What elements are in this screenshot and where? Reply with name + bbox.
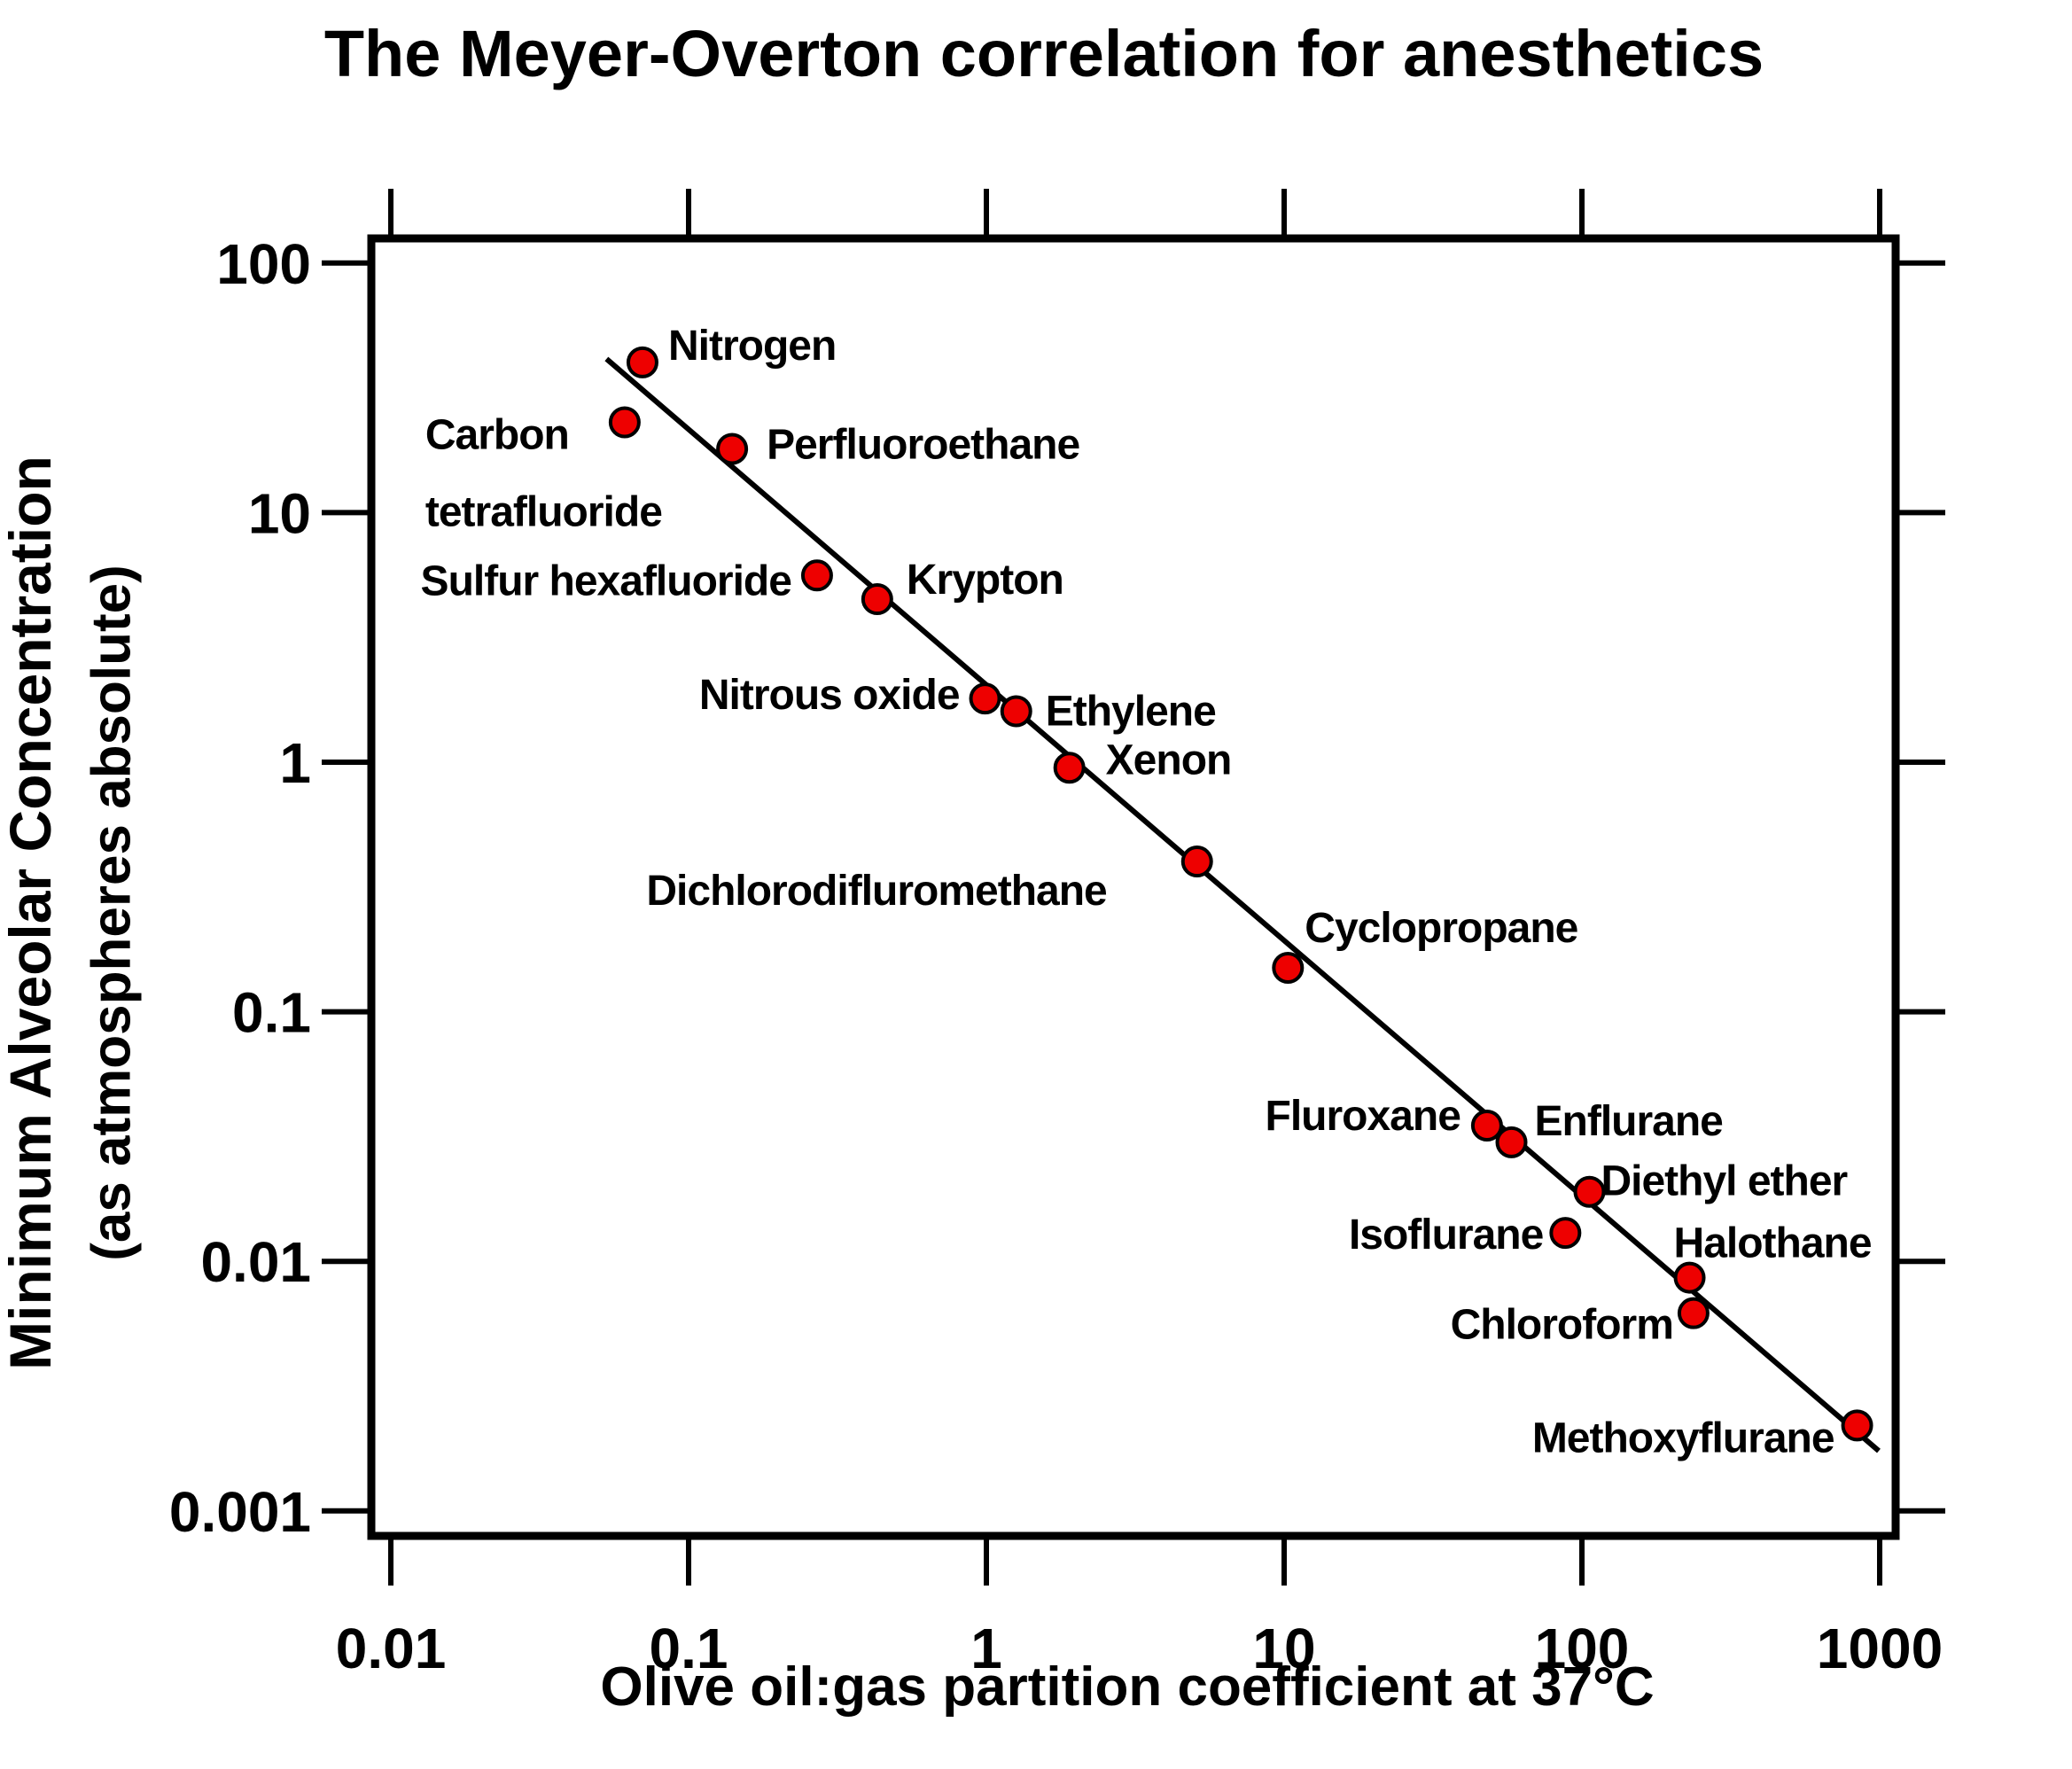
data-point-label: Nitrogen [668,323,836,370]
x-axis-title: Olive oil:gas partition coefficient at 3… [600,1656,1655,1718]
data-point-dot [626,346,658,378]
data-point-dot [1053,752,1086,784]
x-tick-label: 0.1 [650,1617,728,1680]
data-point-dot [800,559,833,592]
data-point-label: Methoxyflurane [1532,1414,1834,1461]
data-point-dot [716,433,749,465]
data-point-label: tetrafluoride [425,489,662,536]
chart-title: The Meyer-Overton correlation for anesth… [323,17,1764,90]
data-point-label: Halothane [1674,1220,1872,1267]
data-point-label: Sulfur hexafluoride [421,557,792,604]
data-point-label: Fluroxane [1266,1093,1461,1140]
y-tick-label: 0.01 [200,1230,311,1294]
data-point-dot [1841,1409,1873,1442]
data-point-label: Nitrous oxide [699,672,960,719]
data-point-label: Carbon [425,412,569,459]
y-tick-label: 100 [216,232,311,296]
data-point-label: Cyclopropane [1305,905,1577,952]
data-point-label: Chloroform [1451,1302,1673,1349]
data-point-label: Diethyl ether [1601,1158,1847,1205]
data-point-dot [1000,695,1032,728]
data-point-label: Perfluoroethane [767,422,1079,469]
trend-line [604,356,1881,1453]
data-point-label: Krypton [907,557,1063,604]
x-tick-label: 10 [1252,1617,1315,1680]
data-point-dot [1573,1175,1606,1208]
y-tick-label: 1 [279,731,311,795]
data-point-dot [1673,1261,1706,1294]
data-point-dot [1495,1126,1528,1158]
data-point-dot [1272,952,1305,985]
x-tick-label: 0.01 [336,1617,447,1680]
data-point-dot [1180,846,1213,878]
data-point-label: Dichlorodifluromethane [646,868,1107,915]
data-point-label: Isoflurane [1349,1212,1544,1259]
x-tick-label: 1000 [1817,1617,1943,1680]
data-point-label: Ethylene [1046,689,1216,736]
data-point-dot [1549,1217,1582,1250]
data-point-dot [861,583,893,616]
data-point-dot [969,682,1001,715]
plot-frame [367,234,1900,1540]
x-tick-label: 1 [970,1617,1002,1680]
x-tick-label: 100 [1535,1617,1630,1680]
data-point-dot [1470,1109,1503,1142]
data-point-label: Xenon [1106,736,1232,783]
data-point-dot [1677,1297,1710,1329]
y-tick-label: 0.1 [232,981,311,1045]
data-point-dot [608,406,641,439]
data-point-label: Enflurane [1535,1098,1724,1145]
y-tick-label: 0.001 [169,1480,311,1544]
y-tick-label: 10 [248,481,311,545]
